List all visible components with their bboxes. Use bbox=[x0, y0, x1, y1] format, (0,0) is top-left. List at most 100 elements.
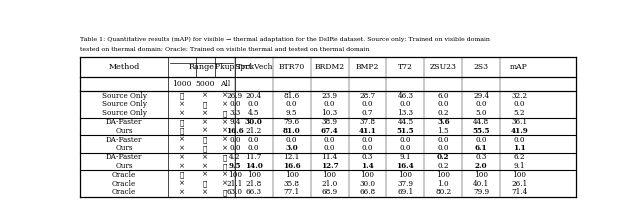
Text: ×: × bbox=[202, 171, 208, 179]
Text: T72: T72 bbox=[398, 63, 413, 71]
Text: ×: × bbox=[202, 109, 208, 117]
Text: 3.6: 3.6 bbox=[437, 118, 450, 126]
Text: ×: × bbox=[222, 118, 228, 126]
Text: 1.0: 1.0 bbox=[438, 179, 449, 187]
Text: 81.6: 81.6 bbox=[284, 91, 300, 100]
Text: ×: × bbox=[202, 153, 208, 161]
Text: ✓: ✓ bbox=[180, 118, 184, 126]
Text: 0.0: 0.0 bbox=[362, 135, 373, 144]
Text: ✓: ✓ bbox=[180, 171, 184, 179]
Text: 21.8: 21.8 bbox=[246, 179, 262, 187]
Text: 0.0: 0.0 bbox=[229, 100, 241, 108]
Text: 5000: 5000 bbox=[195, 80, 215, 88]
Text: 100: 100 bbox=[436, 171, 451, 179]
Text: 0.0: 0.0 bbox=[513, 135, 525, 144]
Text: 100: 100 bbox=[474, 171, 488, 179]
Text: DA-Faster: DA-Faster bbox=[106, 118, 142, 126]
Text: 46.3: 46.3 bbox=[397, 91, 413, 100]
Text: 10.3: 10.3 bbox=[321, 109, 338, 117]
Text: 11.4: 11.4 bbox=[321, 153, 338, 161]
Text: 0.0: 0.0 bbox=[324, 100, 335, 108]
Text: Oracle: Oracle bbox=[112, 179, 136, 187]
Text: 100: 100 bbox=[512, 171, 526, 179]
Text: 0.0: 0.0 bbox=[248, 100, 259, 108]
Text: 0.0: 0.0 bbox=[362, 144, 373, 152]
Text: ×: × bbox=[179, 144, 185, 152]
Text: 21.1: 21.1 bbox=[227, 179, 243, 187]
Text: ×: × bbox=[202, 162, 208, 170]
Text: 0.0: 0.0 bbox=[229, 144, 241, 152]
Text: tested on thermal domain; Oracle: Trained on visible thermal and tested on therm: tested on thermal domain; Oracle: Traine… bbox=[80, 47, 369, 52]
Text: ✓: ✓ bbox=[203, 144, 207, 152]
Text: 0.7: 0.7 bbox=[362, 109, 373, 117]
Text: 9.5: 9.5 bbox=[228, 162, 241, 170]
Text: 4.2: 4.2 bbox=[229, 153, 241, 161]
Text: 0.0: 0.0 bbox=[399, 144, 411, 152]
Text: 41.9: 41.9 bbox=[510, 127, 528, 135]
Text: 69.1: 69.1 bbox=[397, 188, 413, 196]
Text: ×: × bbox=[202, 127, 208, 135]
Text: ×: × bbox=[222, 144, 228, 152]
Text: 0.0: 0.0 bbox=[248, 144, 259, 152]
Text: 100: 100 bbox=[285, 171, 299, 179]
Text: ×: × bbox=[222, 127, 228, 135]
Text: 81.0: 81.0 bbox=[283, 127, 301, 135]
Text: DA-Faster: DA-Faster bbox=[106, 135, 142, 144]
Text: Ours: Ours bbox=[115, 144, 133, 152]
Text: 0.0: 0.0 bbox=[324, 144, 335, 152]
Text: 12.7: 12.7 bbox=[321, 162, 339, 170]
Text: ×: × bbox=[179, 188, 185, 196]
Text: 100: 100 bbox=[323, 171, 337, 179]
Text: 44.5: 44.5 bbox=[397, 118, 413, 126]
Text: 4.5: 4.5 bbox=[248, 109, 259, 117]
Text: 41.1: 41.1 bbox=[358, 127, 376, 135]
Text: 9.5: 9.5 bbox=[286, 109, 298, 117]
Text: Source Only: Source Only bbox=[102, 91, 147, 100]
Text: 0.0: 0.0 bbox=[513, 100, 525, 108]
Text: Pkup Trck: Pkup Trck bbox=[215, 63, 254, 71]
Text: ✓: ✓ bbox=[203, 100, 207, 108]
Text: 23.9: 23.9 bbox=[321, 91, 337, 100]
Text: 44.8: 44.8 bbox=[473, 118, 489, 126]
Text: 100: 100 bbox=[398, 171, 412, 179]
Text: 79.6: 79.6 bbox=[284, 118, 300, 126]
Text: 30.0: 30.0 bbox=[360, 179, 376, 187]
Text: 35.8: 35.8 bbox=[284, 179, 300, 187]
Text: 0.0: 0.0 bbox=[286, 100, 298, 108]
Text: 37.8: 37.8 bbox=[360, 118, 376, 126]
Text: 21.0: 21.0 bbox=[321, 179, 338, 187]
Text: ×: × bbox=[202, 188, 208, 196]
Text: ✓: ✓ bbox=[180, 127, 184, 135]
Text: Range: Range bbox=[189, 63, 214, 71]
Text: ×: × bbox=[202, 91, 208, 100]
Text: ZSU23: ZSU23 bbox=[430, 63, 457, 71]
Text: 0.0: 0.0 bbox=[399, 100, 411, 108]
Text: 77.1: 77.1 bbox=[284, 188, 300, 196]
Text: 6.0: 6.0 bbox=[438, 91, 449, 100]
Text: Ours: Ours bbox=[115, 162, 133, 170]
Text: 0.0: 0.0 bbox=[286, 135, 298, 144]
Text: ✓: ✓ bbox=[223, 153, 227, 161]
Text: 100: 100 bbox=[246, 171, 260, 179]
Text: 13.3: 13.3 bbox=[397, 109, 413, 117]
Text: ×: × bbox=[179, 162, 185, 170]
Text: 0.0: 0.0 bbox=[229, 135, 241, 144]
Text: ×: × bbox=[222, 179, 228, 187]
Text: 100: 100 bbox=[228, 171, 242, 179]
Text: 5.2: 5.2 bbox=[513, 109, 525, 117]
Text: 100: 100 bbox=[360, 171, 374, 179]
Text: BTR70: BTR70 bbox=[278, 63, 305, 71]
Text: ×: × bbox=[222, 100, 228, 108]
Text: 16.4: 16.4 bbox=[397, 162, 414, 170]
Text: Oracle: Oracle bbox=[112, 171, 136, 179]
Text: ×: × bbox=[222, 171, 228, 179]
Text: 6.1: 6.1 bbox=[475, 144, 488, 152]
Text: Sprt Vech: Sprt Vech bbox=[235, 63, 273, 71]
Text: 0.0: 0.0 bbox=[476, 135, 487, 144]
Text: Method: Method bbox=[109, 63, 140, 71]
Text: DA-Faster: DA-Faster bbox=[106, 153, 142, 161]
Text: ✓: ✓ bbox=[223, 109, 227, 117]
Text: 0.0: 0.0 bbox=[438, 100, 449, 108]
Text: 66.3: 66.3 bbox=[246, 188, 262, 196]
Text: 0.0: 0.0 bbox=[438, 144, 449, 152]
